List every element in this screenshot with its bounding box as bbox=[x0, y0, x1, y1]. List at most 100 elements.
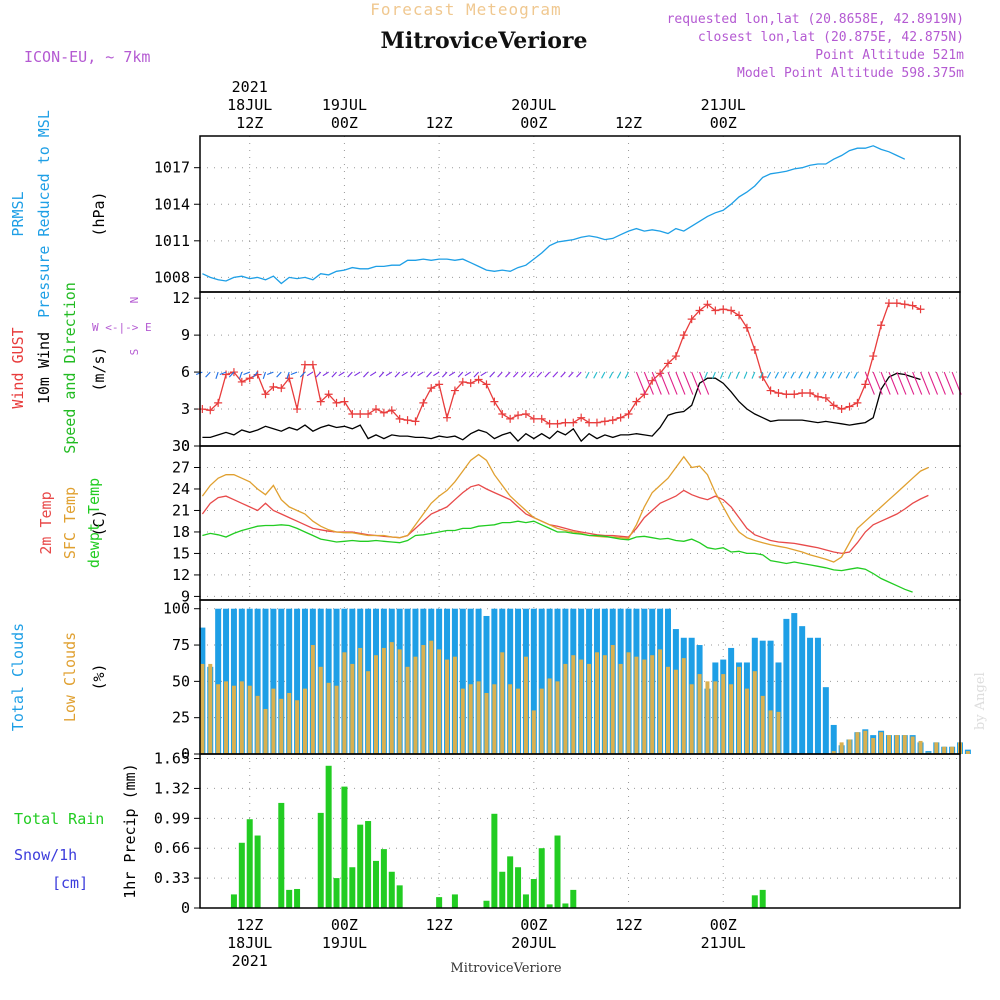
gust-marker bbox=[845, 402, 854, 411]
wind-direction-arrow bbox=[712, 371, 716, 379]
gust-marker bbox=[569, 418, 578, 427]
bar-low_cloud bbox=[547, 678, 552, 754]
bar-total_cloud bbox=[246, 608, 253, 754]
y-tick-label: 30 bbox=[172, 437, 190, 455]
gust-marker bbox=[861, 380, 870, 389]
bar-low_cloud bbox=[602, 655, 607, 754]
gust-marker bbox=[695, 306, 704, 315]
time-label-bottom: 21JUL bbox=[701, 934, 746, 952]
gust-marker bbox=[285, 374, 294, 383]
wind-direction-arrow bbox=[322, 371, 329, 377]
bar-rain bbox=[230, 894, 237, 908]
bar-low_cloud bbox=[618, 663, 623, 754]
bar-rain bbox=[294, 888, 301, 908]
wind-direction-arrow bbox=[410, 371, 416, 378]
time-label-top: 12Z bbox=[426, 114, 453, 132]
panel-frame bbox=[199, 445, 961, 601]
bar-total_cloud bbox=[822, 687, 829, 754]
gust-marker bbox=[435, 380, 444, 389]
bar-low_cloud bbox=[468, 684, 473, 754]
y-tick-label: 1017 bbox=[154, 159, 190, 177]
wind-direction-arrow bbox=[683, 371, 694, 395]
wind-direction-arrow bbox=[552, 371, 558, 378]
side-label: Low Clouds bbox=[61, 632, 79, 722]
wind-direction-arrow bbox=[699, 371, 710, 395]
side-label: SFC Temp bbox=[61, 487, 79, 559]
bar-rain bbox=[436, 897, 443, 908]
gust-marker bbox=[458, 377, 467, 386]
bar-low_cloud bbox=[397, 649, 402, 754]
time-label-top: 12Z bbox=[236, 114, 263, 132]
bar-low_cloud bbox=[516, 688, 521, 754]
gust-marker bbox=[884, 299, 893, 308]
wind-direction-arrow bbox=[448, 371, 456, 377]
closest-coords: closest lon,lat (20.875E, 42.875N) bbox=[698, 30, 964, 45]
wind-direction-arrow bbox=[659, 371, 670, 395]
bar-low_cloud bbox=[555, 681, 560, 754]
bar-low_cloud bbox=[318, 666, 323, 754]
wind-direction-arrow bbox=[880, 371, 891, 395]
location-title: MitroviceVeriore bbox=[381, 28, 588, 54]
time-label-bottom: 00Z bbox=[520, 916, 547, 934]
bar-total_cloud bbox=[325, 608, 332, 754]
bar-low_cloud bbox=[200, 663, 205, 754]
wind-direction-arrow bbox=[691, 371, 702, 395]
bar-low_cloud bbox=[910, 736, 915, 754]
time-label-bottom: 19JUL bbox=[322, 934, 367, 952]
bar-low_cloud bbox=[366, 671, 371, 754]
gust-marker bbox=[529, 414, 538, 423]
bar-low_cloud bbox=[855, 732, 860, 754]
bar-rain bbox=[357, 824, 364, 908]
point-altitude: Point Altitude 521m bbox=[815, 48, 964, 63]
gust-marker bbox=[316, 397, 325, 406]
bar-rain bbox=[499, 871, 506, 908]
bar-rain bbox=[365, 821, 372, 908]
wind-direction-arrow bbox=[872, 371, 883, 395]
bar-total_cloud bbox=[467, 608, 474, 754]
bar-total_cloud bbox=[286, 608, 293, 754]
gust-marker bbox=[277, 384, 286, 393]
y-tick-label: 18 bbox=[172, 523, 190, 541]
gust-marker bbox=[545, 419, 554, 428]
time-label-top: 12Z bbox=[615, 114, 642, 132]
wind-direction-arrow bbox=[751, 371, 756, 379]
time-label-top: 00Z bbox=[710, 114, 737, 132]
gust-marker bbox=[300, 360, 309, 369]
wind-direction-arrow bbox=[347, 371, 353, 378]
y-tick-label: 6 bbox=[181, 363, 190, 381]
bar-low_cloud bbox=[737, 666, 742, 754]
bar-total_cloud bbox=[459, 608, 466, 754]
wind-direction-arrow bbox=[593, 371, 598, 379]
bar-low_cloud bbox=[650, 655, 655, 754]
bar-low_cloud bbox=[452, 656, 457, 754]
wind-direction-arrow bbox=[354, 371, 361, 377]
bar-low_cloud bbox=[752, 671, 757, 754]
bar-low_cloud bbox=[713, 681, 718, 754]
gust-marker bbox=[585, 418, 594, 427]
y-tick-label: 0.99 bbox=[154, 809, 190, 827]
bar-low_cloud bbox=[239, 681, 244, 754]
y-tick-label: 21 bbox=[172, 501, 190, 519]
side-label: 2m Temp bbox=[37, 491, 55, 554]
bar-rain bbox=[341, 786, 348, 908]
side-label: Total Clouds bbox=[9, 623, 27, 731]
gust-marker bbox=[703, 300, 712, 309]
wind-direction-arrow bbox=[315, 371, 322, 378]
gust-marker bbox=[877, 321, 886, 330]
bar-total_cloud bbox=[301, 608, 308, 754]
bar-low_cloud bbox=[879, 732, 884, 754]
panel-1: 1008 1011 1014 1017 (hPa) bbox=[90, 135, 961, 293]
gust-marker bbox=[624, 409, 633, 418]
bar-low_cloud bbox=[484, 692, 489, 754]
gust-marker bbox=[648, 376, 657, 385]
bar-low_cloud bbox=[760, 695, 765, 754]
wind-direction-arrow bbox=[943, 371, 954, 395]
bar-low_cloud bbox=[587, 663, 592, 754]
y-tick-label: 24 bbox=[172, 480, 190, 498]
y-tick-label: 9 bbox=[181, 587, 190, 605]
gust-marker bbox=[742, 323, 751, 332]
time-label-bottom: 12Z bbox=[426, 916, 453, 934]
gust-marker bbox=[908, 301, 917, 310]
wind-direction-arrow bbox=[927, 371, 939, 395]
y-axis-label: (%) bbox=[90, 663, 108, 690]
